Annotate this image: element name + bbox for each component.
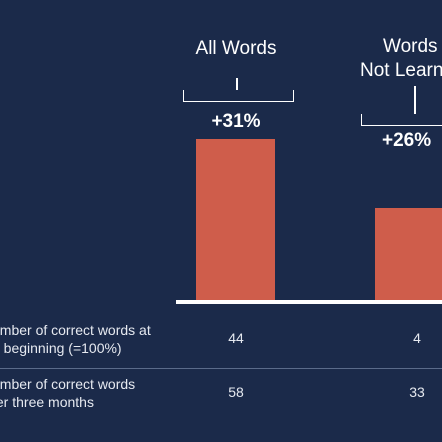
table-cell: 44 — [228, 330, 244, 346]
bar-all-words — [196, 139, 275, 300]
table-row-label-line: umber of correct words at — [0, 322, 151, 338]
percent-label-words-not-learn: +26% — [382, 130, 432, 151]
group-bracket-all-words — [183, 90, 294, 102]
group-bracket-words-not-learn — [361, 114, 442, 126]
table-row-label: umber of correct words at e beginning (=… — [0, 321, 167, 357]
table-row-label-line: ter three months — [0, 394, 94, 410]
table-divider — [0, 368, 442, 369]
group-label-line: Words — [383, 36, 438, 57]
percent-label-all-words: +31% — [211, 111, 261, 132]
group-label-words-not-learn: Words Not Learn — [360, 35, 442, 83]
group-label-line: Not Learn — [360, 60, 442, 81]
table-cell: 4 — [413, 330, 421, 346]
table-row-label-line: e beginning (=100%) — [0, 340, 122, 356]
x-axis-baseline — [176, 300, 442, 304]
table-cell: 58 — [228, 384, 244, 400]
bracket-tick-words-not-learn — [414, 86, 416, 114]
group-label-line: All Words — [195, 38, 277, 59]
bar-words-not-learn — [375, 208, 442, 300]
table-row-label: umber of correct words ter three months — [0, 375, 167, 411]
table-row-label-line: umber of correct words — [0, 376, 136, 392]
group-label-all-words: All Words — [176, 37, 296, 61]
table-cell: 33 — [409, 384, 425, 400]
bracket-tick-all-words — [236, 78, 238, 90]
